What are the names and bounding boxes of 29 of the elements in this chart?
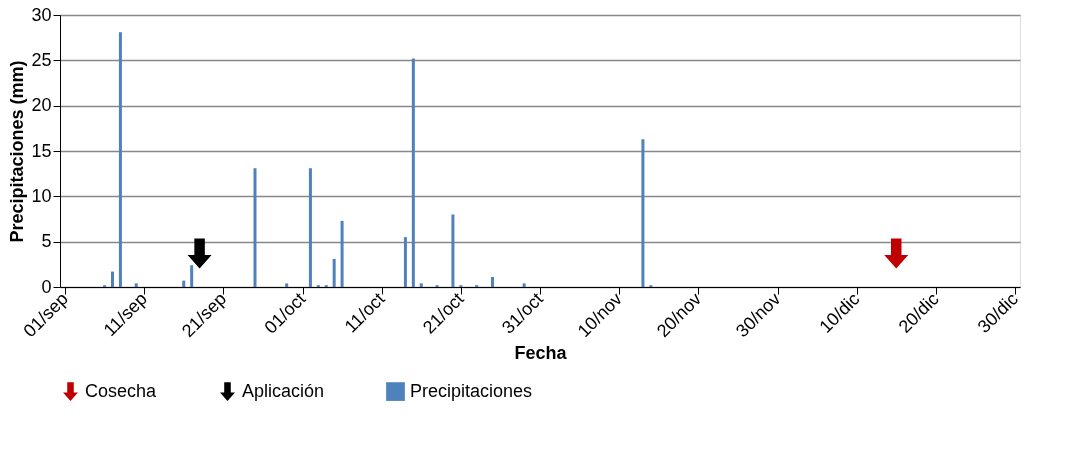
bar bbox=[253, 168, 257, 287]
y-tick-label: 5 bbox=[41, 231, 52, 252]
legend-label: Cosecha bbox=[85, 380, 158, 401]
bar bbox=[332, 258, 336, 287]
y-tick-label: 20 bbox=[31, 95, 52, 116]
bar bbox=[134, 283, 138, 287]
bar bbox=[190, 265, 194, 287]
legend-label: Aplicación bbox=[242, 380, 325, 401]
bar bbox=[118, 32, 122, 287]
bar bbox=[419, 283, 423, 287]
x-axis-title: Fecha bbox=[514, 343, 568, 364]
y-tick-label: 15 bbox=[31, 140, 52, 161]
bar bbox=[522, 283, 526, 287]
bar bbox=[285, 283, 289, 287]
bar bbox=[491, 277, 494, 287]
y-tick-label: 10 bbox=[31, 185, 52, 206]
y-tick-label: 30 bbox=[31, 4, 52, 25]
legend-label: Precipitaciones bbox=[410, 380, 533, 401]
bar bbox=[182, 280, 186, 287]
bar bbox=[340, 220, 344, 287]
y-tick-label: 0 bbox=[41, 276, 52, 297]
y-tick-label: 25 bbox=[31, 49, 52, 70]
bar bbox=[411, 58, 415, 287]
y-axis-title: Precipitaciones (mm) bbox=[7, 60, 28, 243]
bar bbox=[308, 168, 312, 287]
bar bbox=[403, 237, 407, 287]
bar bbox=[641, 139, 645, 287]
bar bbox=[111, 271, 114, 287]
bar bbox=[451, 214, 455, 287]
